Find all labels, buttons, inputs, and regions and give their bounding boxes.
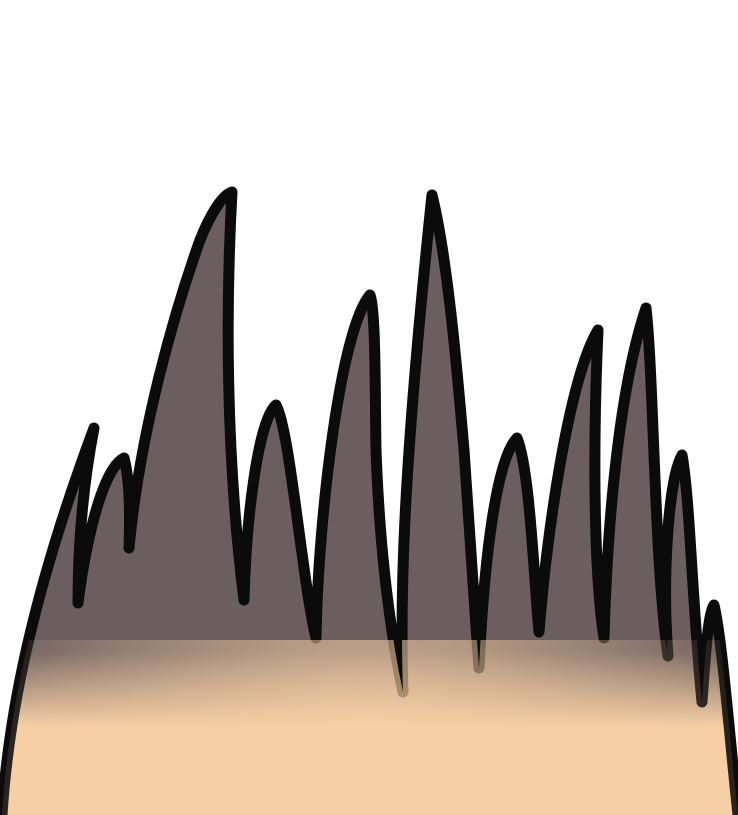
hair-outline (0, 186, 738, 815)
skin-forehead-glow (2, 640, 738, 815)
